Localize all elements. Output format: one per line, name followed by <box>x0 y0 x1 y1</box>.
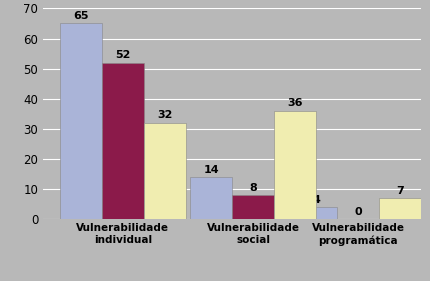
Text: 36: 36 <box>288 98 303 108</box>
Text: 7: 7 <box>396 186 404 196</box>
Bar <box>295 207 337 219</box>
Text: 65: 65 <box>73 11 89 21</box>
Bar <box>190 177 232 219</box>
Text: 14: 14 <box>203 165 219 175</box>
Bar <box>379 198 421 219</box>
Text: 8: 8 <box>249 183 257 193</box>
Bar <box>144 123 186 219</box>
Text: 0: 0 <box>354 207 362 217</box>
Text: 32: 32 <box>157 110 172 121</box>
Bar <box>274 111 316 219</box>
Bar <box>60 24 102 219</box>
Bar <box>102 63 144 219</box>
Text: 52: 52 <box>115 50 131 60</box>
Text: 4: 4 <box>312 195 320 205</box>
Bar <box>232 195 274 219</box>
